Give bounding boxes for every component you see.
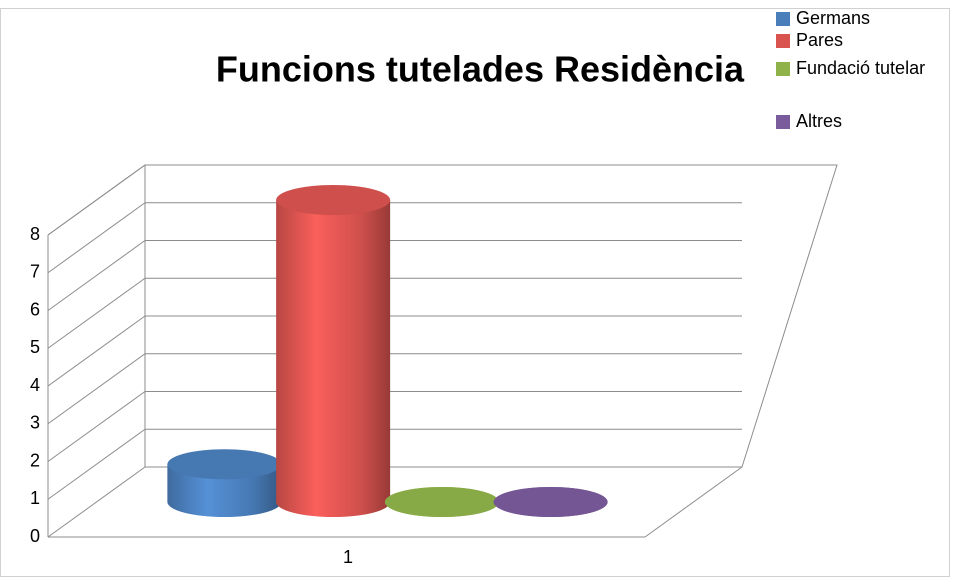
y-tick-label: 1 <box>30 488 40 508</box>
grid-line <box>47 164 146 236</box>
grid-line <box>47 277 146 349</box>
y-tick-label: 6 <box>30 299 40 319</box>
legend-label: Fundació tutelar <box>796 58 925 78</box>
legend-swatch <box>776 12 790 26</box>
grid-line <box>47 428 146 500</box>
y-tick-label: 5 <box>30 337 40 357</box>
y-tick-label: 3 <box>30 413 40 433</box>
grid-line <box>47 202 146 274</box>
grid-line <box>47 353 146 425</box>
y-tick-label: 0 <box>30 526 40 546</box>
y-tick-label: 7 <box>30 262 40 282</box>
cylinder-top <box>167 449 282 480</box>
grid-line <box>47 240 146 311</box>
x-tick-label: 1 <box>343 547 353 567</box>
chart-frame <box>0 8 950 577</box>
legend-label: Pares <box>796 30 843 50</box>
legend-swatch <box>776 34 790 48</box>
legend-swatch <box>776 115 790 129</box>
y-tick-label: 8 <box>30 224 40 244</box>
chart-title: Funcions tutelades Residència <box>216 49 745 90</box>
floor-edge <box>644 466 743 538</box>
cylinder-top <box>493 487 608 517</box>
legend-swatch <box>776 62 790 76</box>
legend-label: Altres <box>796 111 842 131</box>
y-tick-label: 4 <box>30 375 40 395</box>
legend-label: Germans <box>796 8 870 28</box>
cylinder-body <box>276 200 391 502</box>
grid-line <box>47 315 146 387</box>
cylinder-top <box>276 185 391 215</box>
y-tick-label: 2 <box>30 450 40 470</box>
cylinder-top <box>384 487 499 517</box>
grid-line <box>47 391 146 462</box>
grid-line <box>47 466 146 538</box>
